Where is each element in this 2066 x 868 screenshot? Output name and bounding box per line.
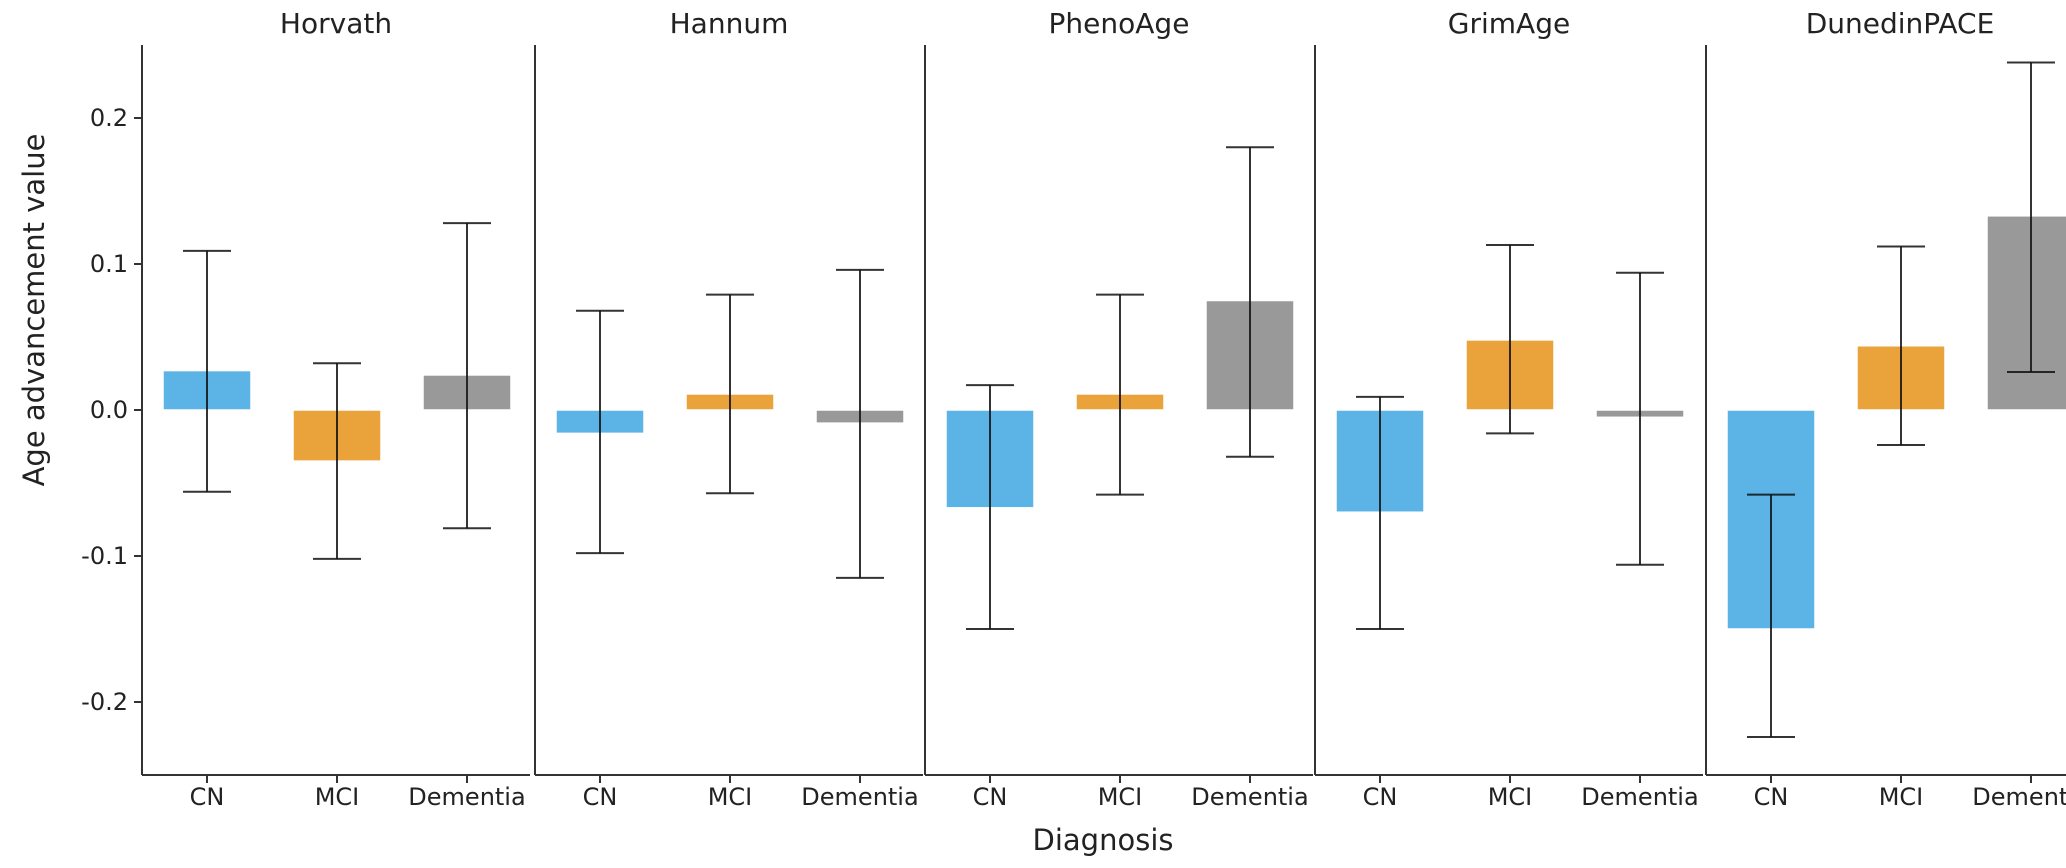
x-tick-label-mci: MCI (1488, 783, 1533, 811)
x-tick-label-dementia: Dementia (1191, 783, 1308, 811)
panel-hannum: Hannum CN MCI Dementia (534, 7, 923, 811)
x-tick-label-mci: MCI (315, 783, 360, 811)
panel-horvath: Horvath CN MCI Dementia (141, 7, 530, 811)
y-axis-title: Age advancement value (17, 134, 51, 487)
panel-grimage: GrimAge CN MCI Dementia (1314, 7, 1703, 811)
x-tick-label-cn: CN (973, 783, 1008, 811)
y-tick-label: 0.1 (90, 250, 128, 278)
x-tick-label-cn: CN (190, 783, 225, 811)
x-tick-label-cn: CN (1754, 783, 1789, 811)
panel-title: GrimAge (1448, 7, 1570, 40)
x-axis-title: Diagnosis (1033, 823, 1174, 857)
y-tick-label: -0.1 (81, 542, 128, 570)
panel-title: DunedinPACE (1806, 7, 1995, 40)
x-tick-label-dementia: Dementia (1581, 783, 1698, 811)
x-tick-label-mci: MCI (1098, 783, 1143, 811)
panel-title: Hannum (670, 7, 789, 40)
y-tick-label: 0.0 (90, 396, 128, 424)
x-tick-label-cn: CN (1363, 783, 1398, 811)
x-tick-label-mci: MCI (708, 783, 753, 811)
panel-title: Horvath (280, 7, 392, 40)
x-tick-label-cn: CN (583, 783, 618, 811)
y-tick-label: -0.2 (81, 688, 128, 716)
x-tick-label-dementia: Dementia (408, 783, 525, 811)
panel-phenoage: PhenoAge CN MCI Dementia (924, 7, 1313, 811)
panel-dunedinpace: DunedinPACE CN MCI Dementia (1705, 7, 2066, 811)
panel-title: PhenoAge (1049, 7, 1190, 40)
y-axis-ticks: -0.2 -0.1 0.0 0.1 0.2 (81, 104, 142, 716)
x-tick-label-mci: MCI (1879, 783, 1924, 811)
x-tick-label-dementia: Dementia (801, 783, 918, 811)
y-tick-label: 0.2 (90, 104, 128, 132)
bar-dementia (1986, 215, 2066, 411)
x-tick-label-dementia: Dementia (1972, 783, 2066, 811)
